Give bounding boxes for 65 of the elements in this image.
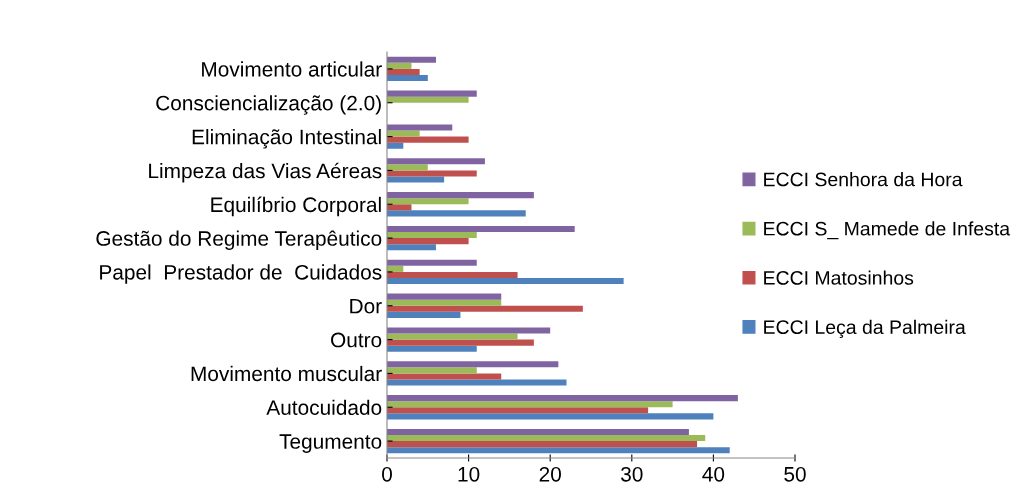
bar <box>387 305 583 312</box>
legend-label: ECCI Senhora da Hora <box>764 172 963 187</box>
bar <box>387 441 698 448</box>
y-tick-label: Autocuidado <box>266 399 382 415</box>
bar <box>387 293 502 300</box>
bar <box>387 198 469 205</box>
bar <box>387 428 689 435</box>
bar <box>387 407 649 414</box>
legend-label: ECCI S_ Mamede de Infesta <box>764 221 1011 240</box>
bar <box>387 345 477 352</box>
y-tick-label: Movimento articular <box>202 61 382 77</box>
x-tick-label: 30 <box>621 466 643 482</box>
legend-label: ECCI Leça da Palmeira <box>764 319 966 338</box>
legend-label: ECCI Matosinhos <box>764 270 914 285</box>
bar <box>387 170 477 177</box>
bar <box>387 142 404 149</box>
bar <box>387 75 428 82</box>
bar <box>387 231 477 239</box>
y-tick-label: Eliminação Intestinal <box>192 129 381 149</box>
bar <box>387 96 469 103</box>
bar <box>387 413 714 420</box>
bar <box>387 278 624 285</box>
bar <box>387 447 730 454</box>
y-tick-label: Dor <box>350 298 382 314</box>
bar <box>387 395 738 402</box>
y-tick-label: Limpeza das Vias Aéreas <box>149 162 382 183</box>
bar <box>387 56 436 63</box>
bar <box>387 225 575 232</box>
bar <box>387 339 534 346</box>
bar <box>387 192 534 199</box>
bar <box>387 130 420 137</box>
bar <box>387 379 567 386</box>
bar <box>387 299 502 306</box>
bar <box>387 271 518 279</box>
bar <box>387 164 428 171</box>
bar <box>387 210 526 217</box>
x-tick-label: 10 <box>458 466 480 482</box>
bar <box>387 90 477 97</box>
bar <box>387 136 469 143</box>
bar <box>387 333 518 340</box>
y-tick-label: Equilíbrio Corporal <box>211 196 381 217</box>
y-tick-label: Outro <box>331 332 382 348</box>
y-tick-label: Gestão do Regime Terapêutico <box>96 230 382 250</box>
y-tick-label: Movimento muscular <box>191 365 382 382</box>
bar <box>387 238 469 245</box>
bar <box>387 311 461 318</box>
y-tick-label: Papel Prestador de Cuidados <box>100 264 382 284</box>
bar <box>387 367 477 374</box>
x-tick-label: 0 <box>382 466 392 482</box>
bar <box>387 244 436 251</box>
bar <box>387 327 551 334</box>
bar <box>387 259 477 266</box>
bar <box>387 124 453 131</box>
bar <box>387 373 502 380</box>
bar <box>387 158 485 165</box>
y-tick-label: Consciencialização (2.0) <box>156 95 381 115</box>
x-tick-label: 50 <box>784 466 806 482</box>
bar <box>387 68 420 76</box>
y-tick-label: Tegumento <box>279 434 382 453</box>
bar <box>387 434 706 442</box>
x-tick-label: 20 <box>539 466 561 482</box>
bar <box>387 401 673 408</box>
bar <box>387 361 559 368</box>
x-tick-label: 40 <box>702 466 725 482</box>
bar <box>387 176 445 183</box>
